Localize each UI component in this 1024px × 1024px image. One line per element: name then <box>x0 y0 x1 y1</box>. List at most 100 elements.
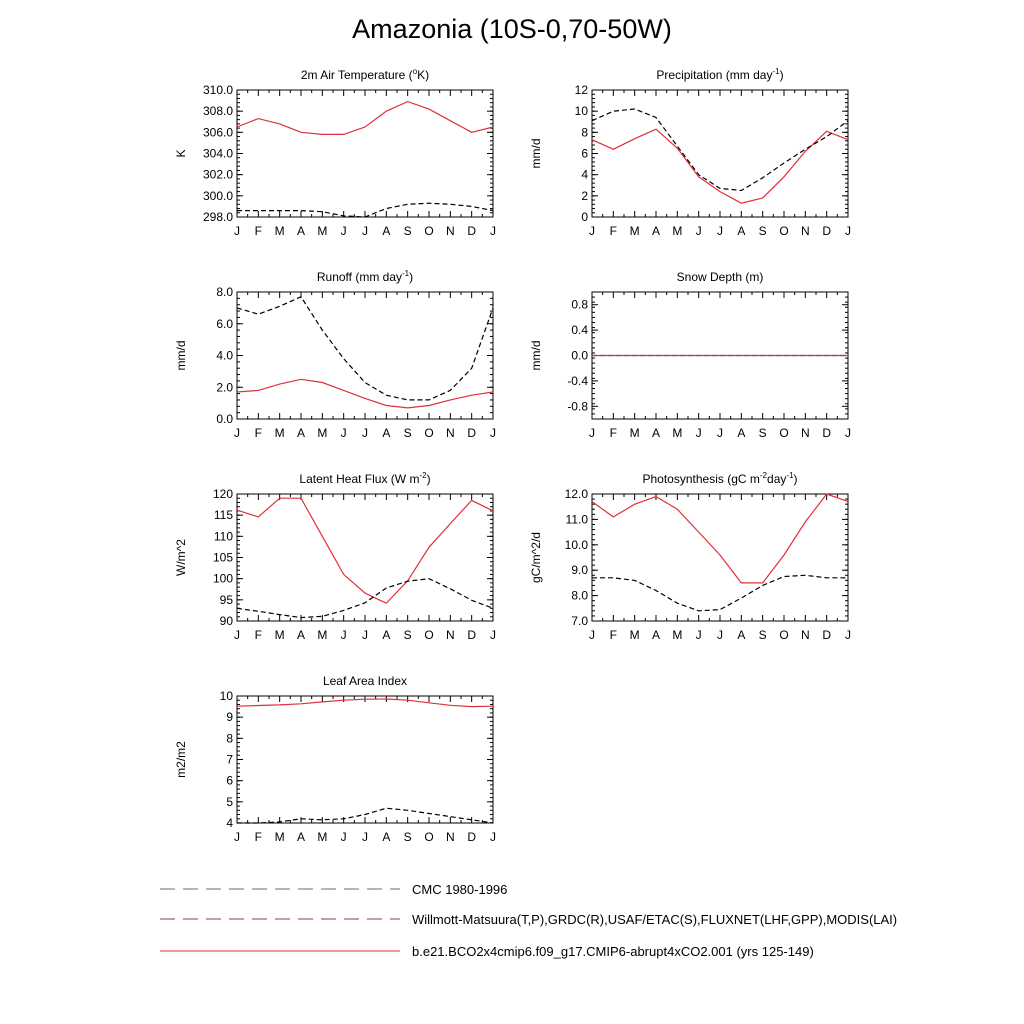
series-line-obs <box>236 578 494 619</box>
y-tick-label: 8.0 <box>216 285 233 299</box>
x-tick-label: F <box>255 628 262 642</box>
x-tick-label: J <box>362 426 368 440</box>
y-tick-label: 0.8 <box>571 298 588 312</box>
title-text: Photosynthesis (gC m <box>643 472 760 486</box>
x-tick-label: J <box>589 426 595 440</box>
x-tick-label: M <box>275 830 285 844</box>
y-tick-label: 8 <box>226 731 233 745</box>
x-tick-label: A <box>382 830 390 844</box>
plot-frame <box>236 291 494 420</box>
x-tick-label: M <box>672 628 682 642</box>
title-text: Snow Depth (m) <box>677 270 764 284</box>
plot-frame <box>591 493 849 622</box>
x-tick-label: A <box>297 830 305 844</box>
title-text: Precipitation (mm day <box>656 68 772 82</box>
series-line-model <box>591 128 849 204</box>
x-tick-label: J <box>490 628 496 642</box>
plot-frame <box>236 695 494 824</box>
x-tick-label: M <box>275 426 285 440</box>
x-tick-label: N <box>446 426 455 440</box>
x-tick-label: O <box>424 628 433 642</box>
x-tick-label: A <box>382 628 390 642</box>
page-title: Amazonia (10S-0,70-50W) <box>352 14 672 44</box>
x-tick-label: S <box>759 426 767 440</box>
x-tick-label: J <box>845 628 851 642</box>
y-tick-label: 0.4 <box>571 323 588 337</box>
x-tick-label: J <box>362 628 368 642</box>
x-tick-label: J <box>589 628 595 642</box>
x-tick-label: J <box>234 426 240 440</box>
title-text-post: ) <box>794 472 798 486</box>
x-tick-label: A <box>297 426 305 440</box>
series-line-obs <box>237 807 494 824</box>
x-tick-label: J <box>717 628 723 642</box>
y-tick-label: 4 <box>581 168 588 182</box>
x-tick-label: J <box>717 224 723 238</box>
x-tick-label: N <box>801 426 810 440</box>
x-tick-label: J <box>234 628 240 642</box>
x-tick-label: J <box>341 628 347 642</box>
x-tick-label: D <box>467 426 476 440</box>
title-text-post: K) <box>417 68 429 82</box>
x-tick-label: M <box>630 628 640 642</box>
y-tick-label: 4 <box>226 816 233 830</box>
series-line-obs <box>237 202 494 218</box>
x-tick-label: A <box>737 426 745 440</box>
x-tick-label: M <box>630 224 640 238</box>
x-tick-label: F <box>610 224 617 238</box>
y-tick-label: 120 <box>213 487 233 501</box>
series-line-model <box>236 497 494 604</box>
y-tick-label: 0.0 <box>216 412 233 426</box>
panel-title: Photosynthesis (gC m-2day-1) <box>643 471 798 486</box>
y-tick-label: 105 <box>213 551 233 565</box>
series-line-model <box>591 493 849 584</box>
x-tick-label: M <box>275 628 285 642</box>
panel-title: Precipitation (mm day-1) <box>656 67 783 82</box>
y-tick-label: 11.0 <box>566 512 589 526</box>
x-tick-label: O <box>779 628 788 642</box>
x-tick-label: N <box>801 224 810 238</box>
x-tick-label: F <box>610 628 617 642</box>
y-tick-label: 310.0 <box>203 83 233 97</box>
x-tick-label: M <box>630 426 640 440</box>
x-tick-label: M <box>275 224 285 238</box>
series-line-model <box>236 378 494 409</box>
x-tick-label: J <box>341 224 347 238</box>
series-line-model <box>236 698 494 708</box>
x-tick-label: J <box>362 830 368 844</box>
y-tick-label: 298.0 <box>203 210 233 224</box>
x-tick-label: S <box>759 224 767 238</box>
x-tick-label: A <box>297 224 305 238</box>
series-line-obs <box>591 108 849 192</box>
y-axis-label: mm/d <box>174 341 188 371</box>
chart-air-temp: J F M A M J J A S O N D J298.0300.0302.0304.0306.030… <box>174 67 496 238</box>
x-tick-label: J <box>490 224 496 238</box>
x-tick-label: J <box>589 224 595 238</box>
title-text-post: ) <box>780 68 784 82</box>
y-tick-label: 95 <box>220 593 234 607</box>
y-tick-label: 0.0 <box>571 349 588 363</box>
y-tick-label: 12.0 <box>565 487 589 501</box>
series-line-obs <box>592 574 848 612</box>
y-axis-label: K <box>174 149 188 157</box>
x-tick-label: D <box>822 426 831 440</box>
x-tick-label: J <box>717 426 723 440</box>
x-tick-label: A <box>652 426 660 440</box>
x-tick-label: S <box>404 426 412 440</box>
y-tick-label: 302.0 <box>203 168 233 182</box>
x-tick-label: J <box>341 426 347 440</box>
y-tick-label: 12 <box>575 83 589 97</box>
x-tick-label: J <box>696 628 702 642</box>
y-tick-label: 4.0 <box>216 349 233 363</box>
y-tick-label: 5 <box>226 795 233 809</box>
series-line-obs <box>236 296 494 401</box>
legend: CMC 1980-1996 Willmott-Matsuura(T,P),GRDC… <box>160 882 897 959</box>
panel-title: Latent Heat Flux (W m-2) <box>299 471 430 486</box>
y-tick-label: 10 <box>575 104 589 118</box>
y-tick-label: 100 <box>213 572 233 586</box>
x-tick-label: A <box>382 224 390 238</box>
x-tick-label: J <box>341 830 347 844</box>
